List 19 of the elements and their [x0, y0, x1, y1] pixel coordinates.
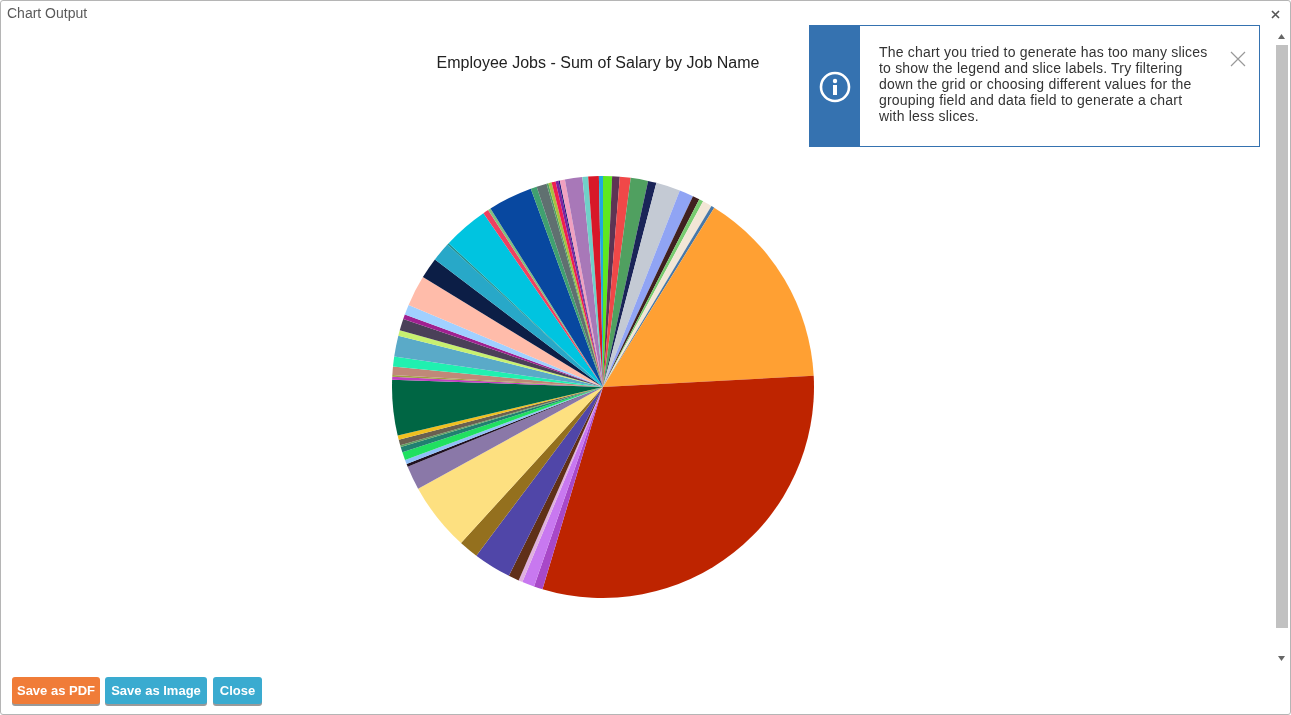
pie-slice — [418, 387, 603, 544]
text: Save as Image — [111, 683, 201, 698]
pie-slice — [542, 375, 814, 598]
pie-slice — [407, 387, 603, 489]
text: Close — [219, 683, 256, 698]
pie-slice — [392, 379, 603, 436]
pie-slice — [448, 213, 603, 387]
pie-slice — [408, 277, 603, 387]
text: Chart Output — [7, 5, 88, 21]
pie-slice — [534, 387, 603, 590]
pie-slice — [603, 177, 649, 387]
text: Save as PDF — [16, 683, 96, 698]
pie-slice — [476, 387, 603, 576]
pie-slice — [422, 259, 603, 387]
pie-slice — [603, 207, 814, 387]
text: The chart you tried to generate has too many slices to show the legend and slice labels. Try filtering down the grid or choosing different values for the grouping field and data field to generate a chart with less slices. — [879, 44, 1209, 124]
pie-slice — [393, 356, 603, 387]
pie-slice — [603, 182, 680, 387]
chart-title: Employee Jobs - Sum of Salary by Job Name — [435, 54, 761, 72]
